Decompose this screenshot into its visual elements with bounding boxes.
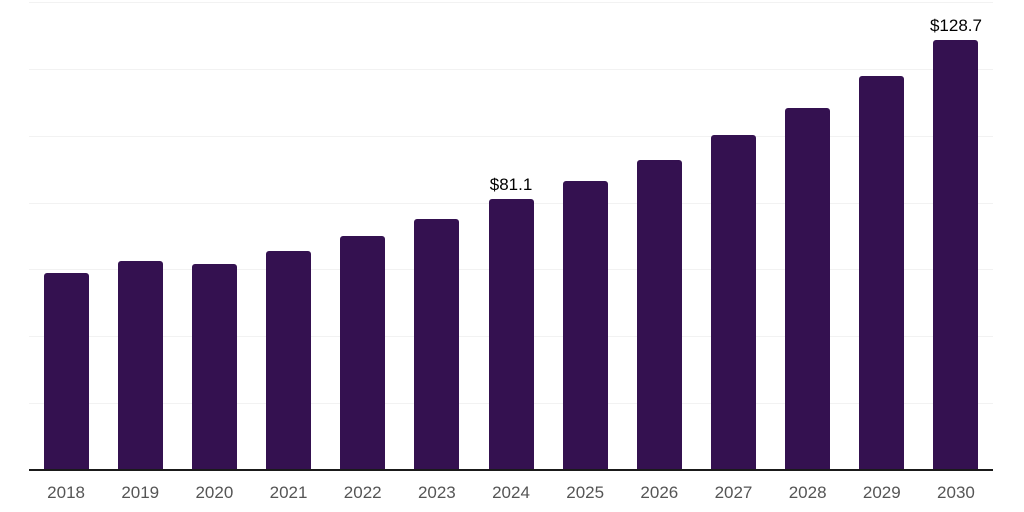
bar-2018 xyxy=(43,272,89,470)
bar-2023 xyxy=(414,219,460,470)
bar-2022 xyxy=(340,235,386,470)
bar-slot-2023 xyxy=(400,0,474,470)
bar-slot-2027 xyxy=(696,0,770,470)
bars-row: $81.1 $128.7 xyxy=(29,0,993,470)
x-axis-label-2018: 2018 xyxy=(47,483,85,502)
x-axis-label-2023: 2023 xyxy=(417,483,456,502)
bar-slot-2030: $128.7 xyxy=(919,0,993,470)
bar-slot-2019 xyxy=(103,0,177,470)
x-axis-label-2030: 2030 xyxy=(937,483,975,502)
x-axis-label-2021: 2021 xyxy=(269,483,308,502)
bar-2027 xyxy=(710,135,756,470)
bar-slot-2021 xyxy=(251,0,325,470)
bar-slot-2018 xyxy=(29,0,103,470)
bar-slot-2022 xyxy=(326,0,400,470)
x-axis-label-2020: 2020 xyxy=(195,483,234,502)
x-axis-label-2029: 2029 xyxy=(862,483,901,502)
gridline xyxy=(29,136,993,137)
bar-2021 xyxy=(266,251,312,470)
plot-area: $81.1 $128.7 xyxy=(29,0,993,470)
bar-2020 xyxy=(191,264,237,470)
bar-slot-2026 xyxy=(622,0,696,470)
bar-value-label-2030: $128.7 xyxy=(929,15,982,35)
x-axis-label-2028: 2028 xyxy=(788,483,827,502)
x-axis: 2018 2019 2020 2021 2022 2023 2024 2025 2026 2027… xyxy=(29,483,993,503)
bar-2025 xyxy=(562,181,608,470)
x-axis-label-2025: 2025 xyxy=(566,483,605,502)
bar-2026 xyxy=(636,160,682,470)
bar-2029 xyxy=(859,75,905,470)
x-axis-line xyxy=(29,469,993,471)
bar-slot-2028 xyxy=(771,0,845,470)
bar-slot-2020 xyxy=(177,0,251,470)
x-axis-label-2024: 2024 xyxy=(492,483,530,502)
x-axis-label-2022: 2022 xyxy=(343,483,382,502)
x-axis-label-2026: 2026 xyxy=(640,483,679,502)
x-axis-label-2027: 2027 xyxy=(714,483,753,502)
bar-slot-2025 xyxy=(548,0,622,470)
bar-slot-2029 xyxy=(845,0,919,470)
gridline xyxy=(29,2,993,3)
bar-slot-2024: $81.1 xyxy=(474,0,548,470)
gridline xyxy=(29,69,993,70)
bar-2028 xyxy=(785,108,831,470)
bar-2030 xyxy=(933,39,979,470)
x-axis-label-2019: 2019 xyxy=(121,483,160,502)
bar-value-label-2024: $81.1 xyxy=(489,174,533,194)
bar-2019 xyxy=(117,261,163,470)
bar-2024 xyxy=(488,198,534,470)
